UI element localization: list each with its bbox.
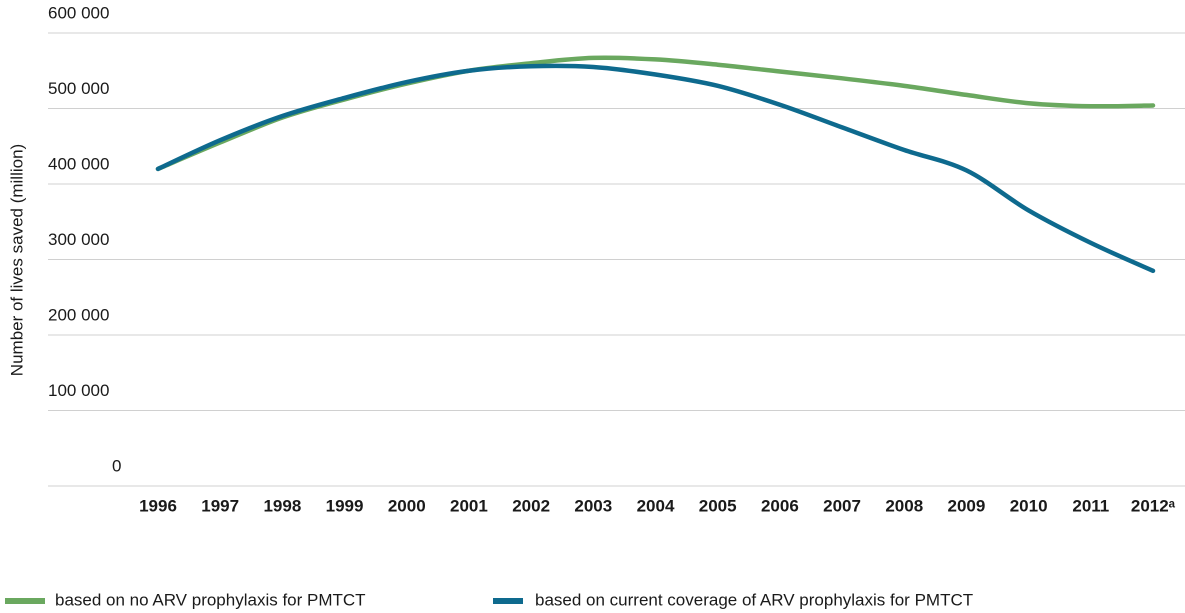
x-tick-label: 2010 <box>1010 496 1048 515</box>
x-tick-label: 1996 <box>139 496 177 515</box>
legend-swatch <box>493 598 523 604</box>
x-tick-label: 2008 <box>885 496 923 515</box>
y-tick-label: 200 000 <box>48 305 109 324</box>
y-axis-label: Number of lives saved (million) <box>7 144 26 376</box>
x-tick-label: 2002 <box>512 496 550 515</box>
y-tick-label: 100 000 <box>48 381 109 400</box>
legend-label: based on no ARV prophylaxis for PMTCT <box>55 590 366 609</box>
x-tick-label: 1998 <box>263 496 301 515</box>
x-tick-label: 2005 <box>699 496 737 515</box>
legend-swatch <box>5 598 45 604</box>
y-tick-label: 400 000 <box>48 154 109 173</box>
y-tick-label: 600 000 <box>48 3 109 22</box>
legend-label: based on current coverage of ARV prophyl… <box>535 590 973 609</box>
x-tick-label: 2009 <box>948 496 986 515</box>
series-line <box>155 63 1156 274</box>
x-tick-label: 2006 <box>761 496 799 515</box>
x-tick-label: 2000 <box>388 496 426 515</box>
x-tick-label: 1999 <box>326 496 364 515</box>
x-tick-label: 2007 <box>823 496 861 515</box>
y-tick-label: 0 <box>112 456 121 475</box>
x-tick-label: 2012ᵃ <box>1131 496 1176 515</box>
x-tick-label: 2004 <box>637 496 675 515</box>
y-tick-label: 300 000 <box>48 230 109 249</box>
x-tick-label: 2001 <box>450 496 488 515</box>
y-tick-label: 500 000 <box>48 79 109 98</box>
x-tick-label: 1997 <box>201 496 239 515</box>
x-tick-label: 2003 <box>574 496 612 515</box>
x-tick-label: 2011 <box>1072 496 1109 515</box>
